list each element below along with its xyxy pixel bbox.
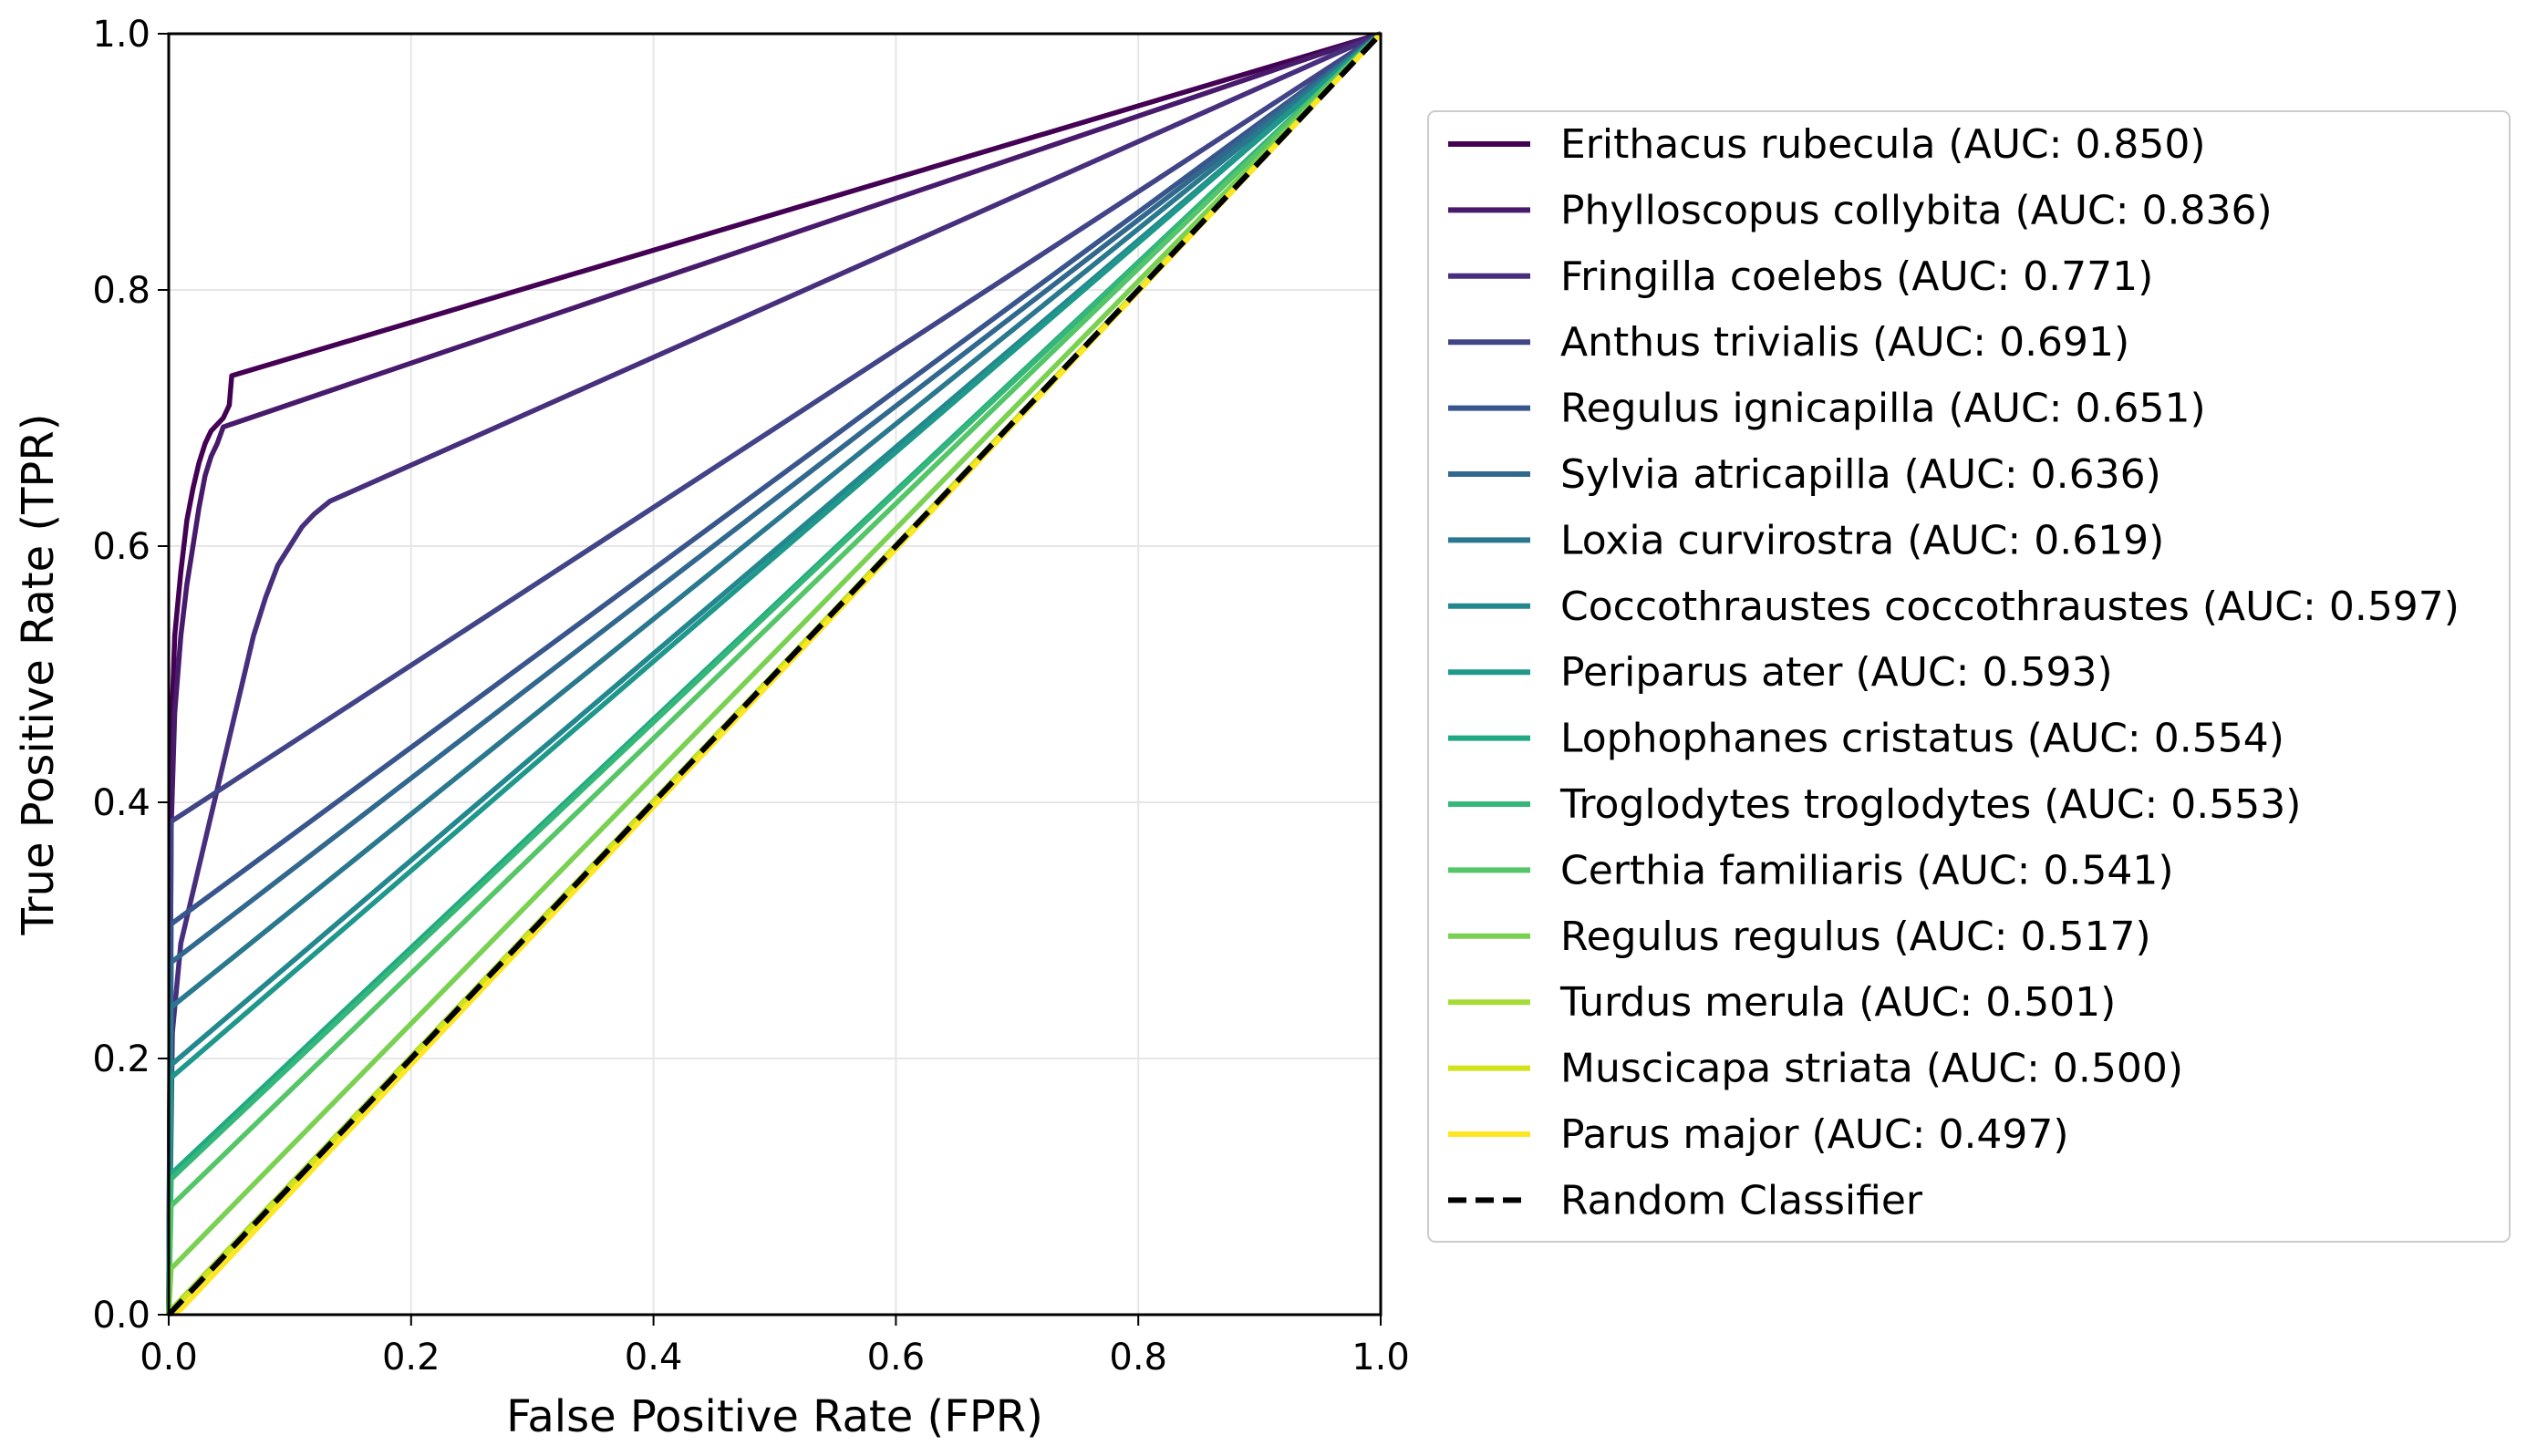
legend-label: Regulus ignicapilla (AUC: 0.651) (1560, 386, 2206, 432)
legend-label: Muscicapa striata (AUC: 0.500) (1560, 1046, 2183, 1092)
x-tick-label: 1.0 (1352, 1337, 1410, 1379)
y-tick-label: 0.6 (92, 526, 150, 568)
legend-label: Phylloscopus collybita (AUC: 0.836) (1560, 187, 2273, 233)
legend-label: Troglodytes troglodytes (AUC: 0.553) (1559, 781, 2301, 828)
y-tick-label: 0.4 (92, 782, 150, 824)
legend-label: Erithacus rubecula (AUC: 0.850) (1560, 121, 2206, 168)
y-axis-label: True Positive Rate (TPR) (13, 414, 64, 936)
legend: Erithacus rubecula (AUC: 0.850) Phyllosco… (1427, 110, 2511, 1243)
roc-line-erithacus-rubecula (166, 31, 1382, 1316)
legend-label: Certhia familiaris (AUC: 0.541) (1560, 847, 2174, 893)
legend-label: Lophophanes cristatus (AUC: 0.554) (1560, 716, 2284, 762)
y-tick-label: 0.0 (92, 1295, 150, 1337)
x-tick-label: 0.0 (140, 1337, 198, 1379)
x-tick-label: 0.8 (1109, 1337, 1167, 1379)
plot-frame (167, 32, 1383, 1317)
legend-frame (1427, 110, 2511, 1243)
y-tick-label: 0.2 (92, 1038, 150, 1080)
x-tick-label: 0.4 (625, 1337, 683, 1379)
y-tick-label: 0.8 (92, 270, 150, 312)
legend-label: Regulus regulus (AUC: 0.517) (1560, 914, 2151, 960)
x-tick-label: 0.6 (867, 1337, 926, 1379)
x-axis-label: False Positive Rate (FPR) (506, 1391, 1043, 1442)
legend-label: Parus major (AUC: 0.497) (1560, 1111, 2069, 1158)
roc-line-phylloscopus-collybita (166, 31, 1382, 1316)
legend-label: Anthus trivialis (AUC: 0.691) (1560, 319, 2129, 366)
x-axis-ticks: 0.0 0.2 0.4 0.6 0.8 1.0 (140, 1315, 1410, 1379)
plot-lines (166, 31, 1383, 1317)
legend-label: Loxia curvirostra (AUC: 0.619) (1560, 517, 2164, 563)
legend-label: Sylvia atricapilla (AUC: 0.636) (1560, 451, 2161, 498)
roc-line-fringilla-coelebs (166, 31, 1383, 1316)
random-classifier-line (166, 31, 1383, 1317)
legend-label: Fringilla coelebs (AUC: 0.771) (1560, 253, 2153, 300)
legend-label: Random Classifier (1560, 1177, 1923, 1224)
legend-label: Periparus ater (AUC: 0.593) (1560, 649, 2113, 696)
x-tick-label: 0.2 (382, 1337, 440, 1379)
y-tick-label: 1.0 (92, 14, 150, 56)
y-axis-ticks: 0.0 0.2 0.4 0.6 0.8 1.0 (92, 14, 169, 1337)
legend-label: Coccothraustes coccothraustes (AUC: 0.59… (1560, 583, 2460, 630)
legend-label: Turdus merula (AUC: 0.501) (1559, 979, 2116, 1026)
